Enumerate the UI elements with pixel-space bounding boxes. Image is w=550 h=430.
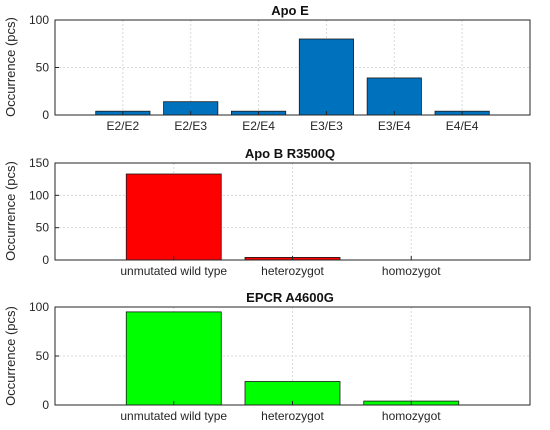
x-tick-label: homozygot: [382, 264, 441, 278]
chart-panel-epcr: EPCR A4600G Occurrence (pcs) unmutated w…: [3, 290, 531, 423]
x-tick-label: homozygot: [382, 409, 441, 423]
y-tick-label: 100: [29, 300, 49, 314]
y-tick-label: 50: [36, 61, 50, 75]
chart-panel-apo-b: Apo B R3500Q Occurrence (pcs) unmutated …: [3, 146, 531, 278]
x-tick-label: E3/E3: [310, 119, 343, 133]
x-tick-label: E2/E3: [174, 119, 207, 133]
chart-title: Apo E: [271, 3, 309, 18]
bar-unmutated-wild-type: [125, 173, 222, 261]
chart-title: Apo B R3500Q: [245, 146, 335, 161]
bar-unmutated-wild-type: [125, 311, 222, 406]
y-tick-label: 100: [29, 13, 49, 27]
chart-title: EPCR A4600G: [246, 290, 334, 305]
bar-e3-e4: [366, 77, 422, 116]
x-tick-label: unmutated wild type: [120, 409, 227, 423]
chart-panel-apo-e: Apo E Occurrence (pcs) E2/E2 E2/E3 E2/E4 E3…: [3, 3, 531, 133]
x-tick-label: E2/E4: [242, 119, 275, 133]
x-tick-label: heterozygot: [261, 264, 324, 278]
y-axis-label: Occurrence (pcs): [3, 161, 18, 261]
y-tick-label: 100: [29, 188, 49, 202]
y-tick-label: 150: [29, 156, 49, 170]
y-axis-label: Occurrence (pcs): [3, 17, 18, 117]
y-axis-label: Occurrence (pcs): [3, 306, 18, 406]
x-tick-label: E2/E2: [107, 119, 140, 133]
x-tick-label: E3/E4: [378, 119, 411, 133]
bar-e3-e3: [298, 38, 354, 116]
x-tick-label: E4/E4: [446, 119, 479, 133]
y-tick-label: 0: [42, 398, 49, 412]
y-tick-label: 50: [36, 221, 50, 235]
x-tick-label: unmutated wild type: [120, 264, 227, 278]
y-tick-label: 0: [42, 253, 49, 267]
x-tick-label: heterozygot: [261, 409, 324, 423]
y-tick-label: 50: [36, 349, 50, 363]
y-tick-label: 0: [42, 108, 49, 122]
